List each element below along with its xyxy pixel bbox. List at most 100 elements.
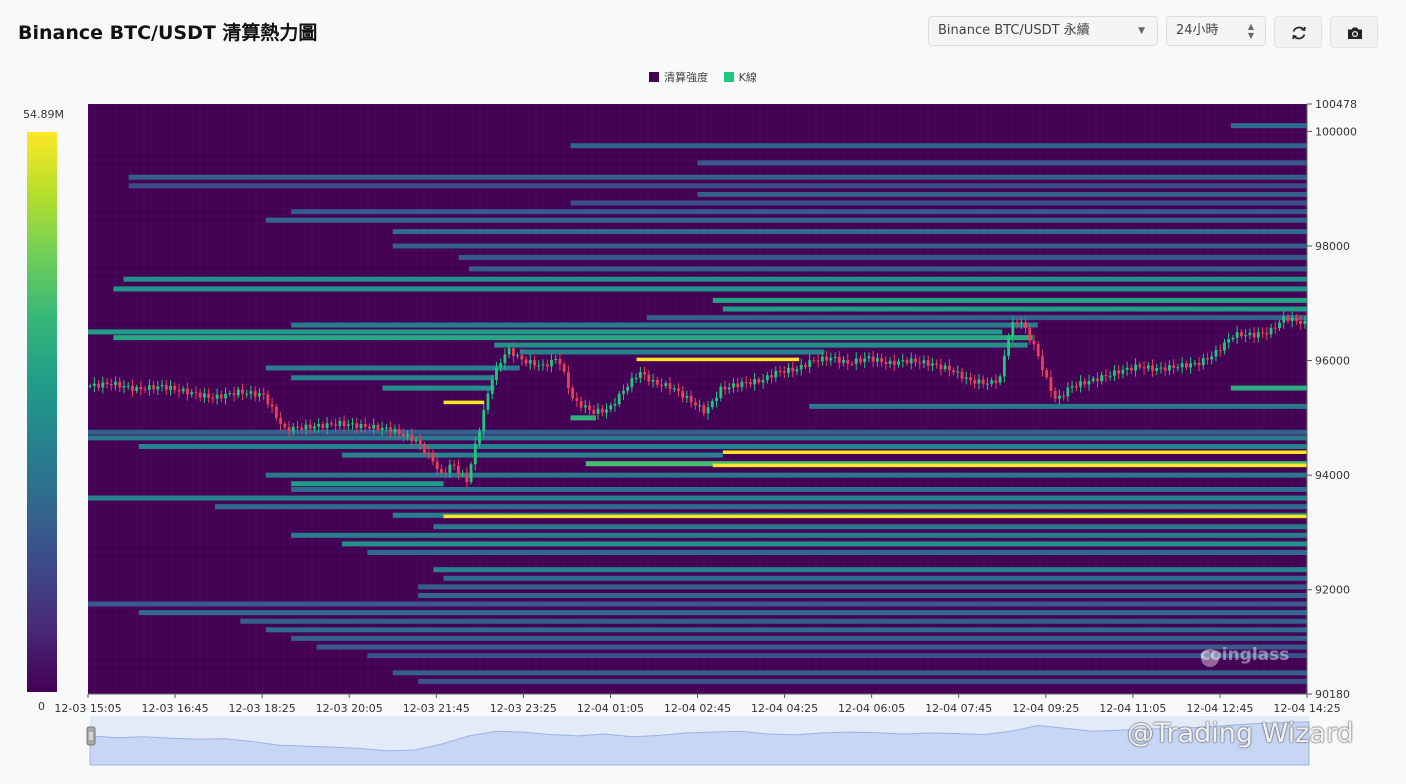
candle-down [342, 421, 346, 426]
candle-down [579, 400, 583, 408]
liquidation-band [240, 618, 1307, 624]
legend-item-liquidation[interactable]: 清算強度 [649, 69, 708, 85]
slider-handle-left[interactable] [86, 726, 96, 746]
liquidation-band [291, 532, 1308, 538]
coinglass-watermark: coinglass [1200, 645, 1290, 665]
candle-up [503, 354, 507, 364]
colorbar-min-label: 0 [38, 700, 45, 713]
liquidation-band [291, 481, 444, 487]
liquidation-band [697, 191, 1307, 197]
candle-up [291, 426, 295, 432]
liquidation-band [418, 592, 1307, 598]
x-tick-label: 12-04 04:25 [751, 702, 818, 715]
candle-down [749, 382, 752, 385]
candle-down [270, 404, 274, 407]
candle-down [152, 385, 156, 390]
liquidation-band [570, 200, 1307, 206]
candle-up [1125, 367, 1129, 370]
candle-down [1028, 328, 1032, 341]
candle-up [897, 361, 900, 365]
candle-down [1252, 332, 1256, 338]
candle-up [478, 430, 481, 444]
candle-down [1045, 370, 1049, 378]
candle-up [181, 388, 185, 392]
candle-up [406, 434, 409, 437]
liquidation-band [88, 435, 1307, 441]
candle-down [389, 427, 393, 432]
candle-down [588, 405, 591, 410]
candle-up [727, 387, 731, 390]
candle-down [812, 360, 816, 362]
candle-up [808, 360, 812, 367]
candle-down [300, 427, 304, 430]
candle-down [736, 383, 740, 387]
liquidation-band [570, 415, 596, 421]
candle-up [490, 379, 494, 394]
colorbar-max-label: 54.89M [23, 108, 64, 121]
candle-up [258, 393, 261, 397]
candle-down [109, 384, 113, 386]
candle-up [1231, 337, 1235, 340]
coinglass-logo-icon [1201, 649, 1219, 667]
liquidation-band [1230, 123, 1307, 129]
candle-down [677, 388, 680, 392]
slider-overview-area [89, 721, 1310, 766]
candle-down [329, 423, 333, 425]
candle-down [973, 380, 977, 384]
candle-up [1180, 363, 1184, 368]
liquidation-band [265, 365, 520, 371]
symbol-select[interactable]: Binance BTC/USDT 永續 ▼ [928, 16, 1158, 46]
candle-down [1197, 363, 1201, 366]
candle-up [1214, 350, 1218, 357]
candle-up [829, 357, 833, 361]
liquidation-band [341, 541, 1307, 547]
screenshot-button[interactable] [1330, 16, 1378, 48]
time-range-select[interactable]: 24小時 ▲ ▼ [1166, 16, 1266, 46]
candle-down [994, 380, 998, 383]
candle-down [575, 398, 579, 401]
refresh-button[interactable] [1274, 16, 1322, 48]
x-tick-label: 12-03 15:05 [54, 702, 121, 715]
candle-down [1074, 386, 1078, 388]
liquidation-band [433, 524, 1308, 530]
camera-icon [1348, 27, 1362, 39]
candle-up [126, 385, 130, 387]
liquidation-band [367, 549, 1308, 555]
candle-down [452, 464, 456, 466]
refresh-icon [1292, 26, 1306, 40]
candle-up [833, 356, 837, 358]
candle-down [376, 424, 380, 430]
candle-up [516, 355, 520, 357]
candle-up [888, 360, 892, 365]
candle-down [1032, 340, 1036, 345]
candle-down [274, 406, 278, 418]
liquidation-band [382, 385, 495, 391]
candle-up [1303, 320, 1307, 324]
candle-up [313, 426, 316, 429]
candle-up [325, 423, 329, 429]
candle-up [854, 358, 858, 364]
candle-down [1239, 332, 1243, 337]
liquidation-band [418, 678, 1307, 684]
liquidation-band [291, 486, 1308, 492]
candle-down [266, 394, 270, 405]
legend-label: K線 [738, 71, 757, 84]
candle-up [583, 405, 587, 408]
candle-down [1062, 395, 1066, 397]
candle-up [304, 424, 308, 430]
candle-up [372, 424, 376, 429]
legend-item-candles[interactable]: K線 [723, 69, 757, 85]
candle-down [660, 384, 663, 386]
liquidation-band [316, 644, 1307, 650]
colorbar[interactable] [27, 132, 57, 692]
liquidation-band [722, 450, 1307, 454]
candle-up [698, 405, 702, 407]
candle-up [596, 408, 600, 414]
candle-up [1007, 336, 1010, 356]
candle-up [507, 348, 511, 355]
candle-up [245, 393, 249, 395]
candle-down [562, 364, 566, 372]
x-tick-label: 12-03 20:05 [316, 702, 383, 715]
candle-up [998, 376, 1002, 383]
candle-down [232, 393, 236, 396]
